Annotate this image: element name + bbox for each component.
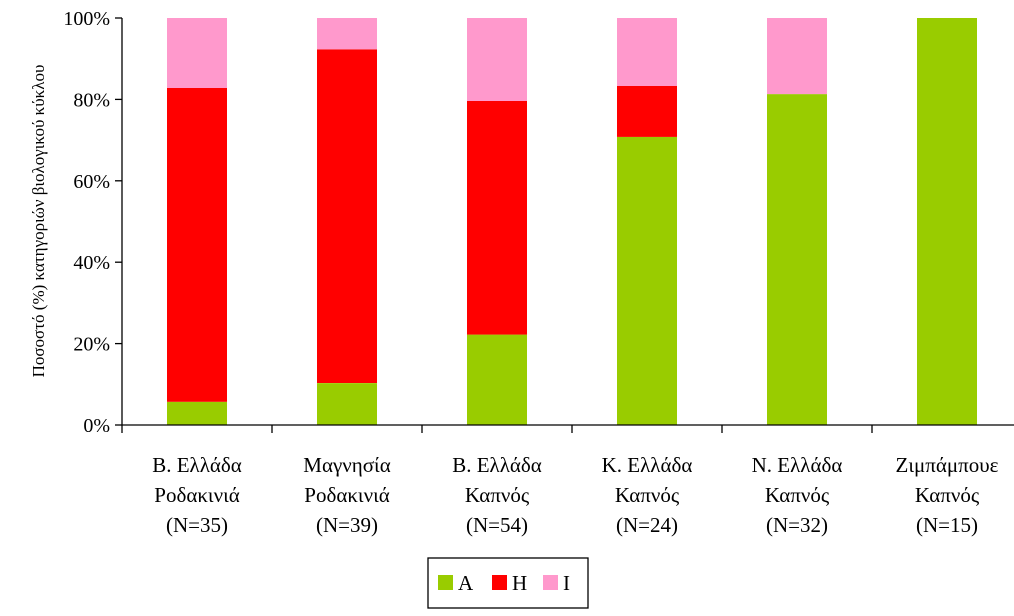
legend-label-a: A — [458, 571, 474, 595]
legend-box — [427, 557, 589, 609]
plot-area — [167, 18, 977, 426]
bar-segment-i-5 — [767, 18, 827, 95]
axes: 0% 20% 40% 60% 80% 100% Β. Ελλάδα Ροδακινιά (N=3… — [63, 8, 1014, 537]
bar-segment-h-2 — [317, 49, 377, 384]
bar-segment-a-3 — [467, 334, 527, 425]
bar-segment-h-1 — [167, 88, 227, 402]
bar-segment-h-3 — [467, 101, 527, 335]
bar-segment-a-5 — [767, 94, 827, 425]
legend-swatch-h — [492, 575, 507, 590]
y-tick-label: 80% — [73, 89, 110, 111]
x-category-label: Β. Ελλάδα Ροδακινιά (N=35) — [152, 453, 242, 537]
y-tick-label: 100% — [63, 8, 110, 30]
bar-segment-a-2 — [317, 383, 377, 425]
y-tick-label: 40% — [73, 252, 110, 274]
x-category-label: Μαγνησία Ροδακινιά (N=39) — [303, 453, 390, 537]
legend-label-i: I — [563, 571, 570, 595]
x-category-label: Ν. Ελλάδα Καπνός (N=32) — [752, 453, 843, 537]
bar-segment-i-4 — [617, 18, 677, 86]
legend-swatch-a — [438, 575, 453, 590]
legend-label-h: H — [512, 571, 527, 595]
y-tick-label: 20% — [73, 334, 110, 356]
legend-swatch-i — [543, 575, 558, 590]
bar-segment-a-4 — [617, 136, 677, 426]
x-category-label: Ζιμπάμπουε Καπνός (N=15) — [896, 453, 999, 537]
x-category-label: Κ. Ελλάδα Καπνός (N=24) — [602, 453, 693, 537]
y-axis-label: Ποσοστό (%) κατηγοριών βιολογικού κύκλου — [29, 65, 48, 378]
y-tick-label: 0% — [83, 415, 110, 437]
bar-segment-a-6 — [917, 18, 977, 425]
bar-segment-i-1 — [167, 18, 227, 88]
bar-segment-h-4 — [617, 86, 677, 137]
x-category-label: Β. Ελλάδα Καπνός (N=54) — [452, 453, 542, 537]
bar-segment-i-3 — [467, 18, 527, 101]
bar-segment-i-2 — [317, 18, 377, 50]
bar-segment-a-1 — [167, 401, 227, 425]
y-tick-label: 60% — [73, 171, 110, 193]
